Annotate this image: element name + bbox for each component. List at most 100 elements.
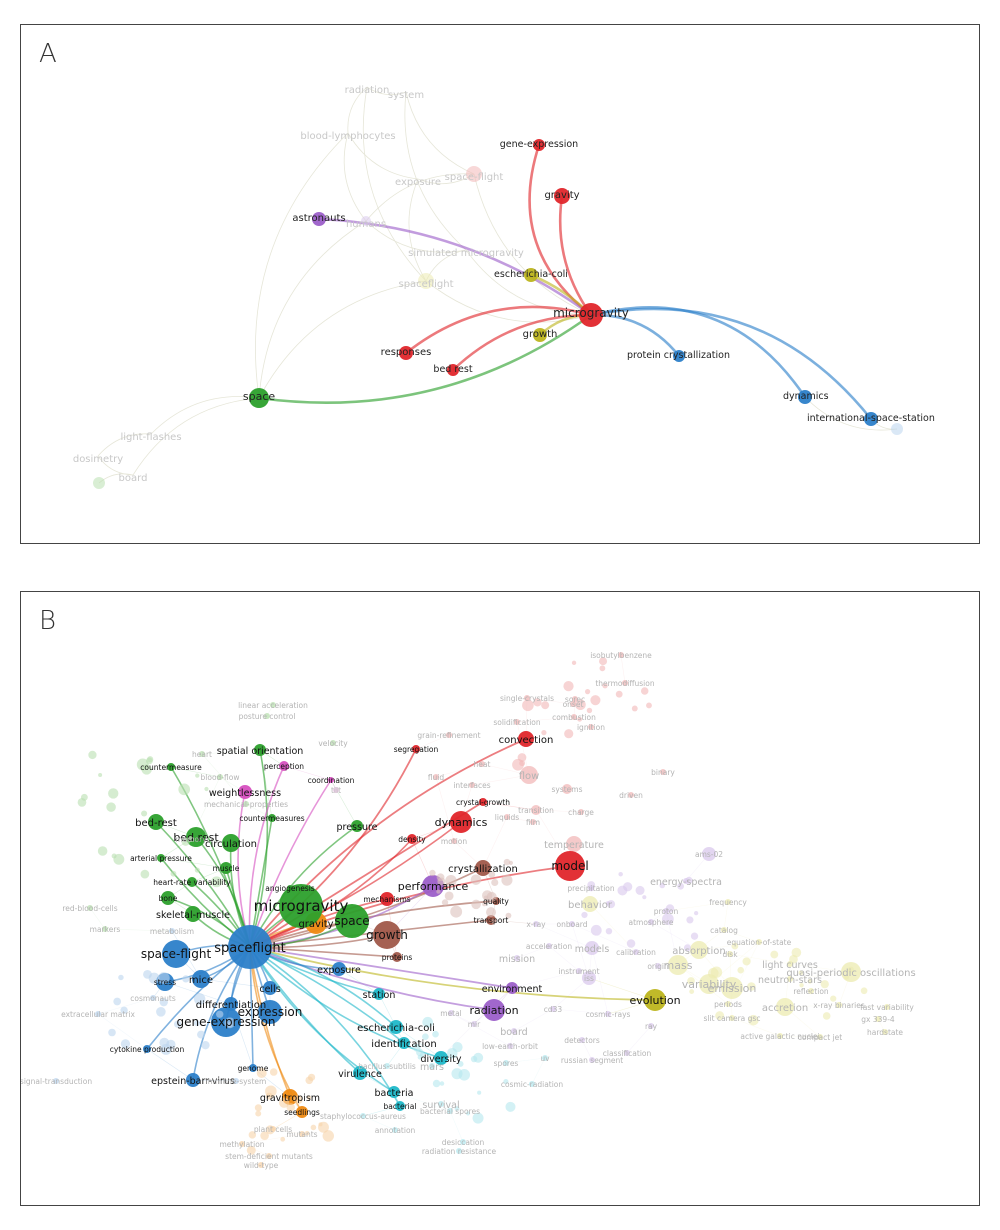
label-spores: spores xyxy=(494,1059,519,1068)
cluster-dot xyxy=(491,919,497,924)
background-link xyxy=(405,91,475,175)
label-velocity: velocity xyxy=(318,739,348,748)
cluster-dot xyxy=(587,881,596,889)
label-weightlessness: weightlessness xyxy=(209,788,281,799)
node-segregation xyxy=(412,745,420,753)
cluster-dot xyxy=(310,1124,317,1131)
cluster-dot xyxy=(830,995,837,1002)
node-metal xyxy=(448,1010,454,1016)
label-cosmic-radiation: cosmic-radiation xyxy=(501,1080,564,1089)
label-plant-cells: plant cells xyxy=(254,1125,292,1134)
label-growth: growth xyxy=(523,329,558,340)
label-motion: motion xyxy=(441,837,468,846)
background-link xyxy=(516,716,575,723)
node-microgravity xyxy=(579,303,603,327)
node-velocity xyxy=(330,740,336,746)
cluster-dot xyxy=(429,869,436,877)
cluster-dot xyxy=(599,665,606,672)
cluster-dot xyxy=(503,1078,509,1085)
node-space xyxy=(249,388,269,408)
node-catalog xyxy=(721,927,727,933)
label-russian-segment: russian segment xyxy=(561,1056,623,1065)
label-blood-lymphocytes: blood-lymphocytes xyxy=(300,131,395,142)
label-environment: environment xyxy=(482,984,543,995)
labels: isobutylbenzene thermodiffusion single-cry… xyxy=(21,651,916,1170)
label-density: density xyxy=(398,835,426,844)
background-link xyxy=(97,1013,148,1050)
label-uv: uv xyxy=(540,1054,550,1063)
background-link xyxy=(104,928,173,932)
cluster-dot xyxy=(120,1006,128,1014)
label-space-flight: space-flight xyxy=(445,172,504,183)
background-link xyxy=(255,132,349,399)
cluster-dot xyxy=(789,954,798,964)
label-angiogenesis: angiogenesis xyxy=(265,884,315,893)
background-link xyxy=(97,997,154,1015)
node-flow xyxy=(520,766,538,784)
edge-quality xyxy=(249,900,497,948)
label-pressure: pressure xyxy=(336,822,377,833)
label-mechanical-properties: mechanical-properties xyxy=(204,800,288,809)
cluster-dot xyxy=(280,1136,286,1142)
cluster-dot xyxy=(635,885,645,895)
node-frequency xyxy=(725,899,731,905)
label-identification: identification xyxy=(371,1039,436,1050)
label-onset: onset xyxy=(563,700,584,709)
background-link xyxy=(473,173,592,316)
label-dynamics: dynamics xyxy=(435,816,488,829)
label-memory: memory xyxy=(175,835,207,844)
label-astronauts: astronauts xyxy=(292,213,345,224)
label-transition: transition xyxy=(518,806,554,815)
label-mir: mir xyxy=(468,1020,481,1029)
cluster-dot xyxy=(471,899,481,910)
node-gravity xyxy=(554,188,570,204)
cluster-dot xyxy=(432,1030,439,1038)
background-link xyxy=(588,977,656,1001)
cluster-dot xyxy=(693,911,699,916)
cluster-dot xyxy=(120,1039,131,1049)
label-periods: periods xyxy=(714,1000,742,1009)
node-bacterial xyxy=(395,1101,405,1111)
node-protein-crystallization xyxy=(673,350,685,362)
node-liquids xyxy=(504,814,510,820)
background-link xyxy=(404,91,467,251)
label-emission: emission xyxy=(708,982,757,995)
background-link xyxy=(526,697,574,705)
node-metabolism xyxy=(169,928,175,934)
label-spaceflight: spaceflight xyxy=(398,279,453,290)
label-proton: proton xyxy=(654,907,679,916)
label-absorption: absorption xyxy=(672,946,725,957)
cluster-dot xyxy=(541,701,550,710)
node-environment xyxy=(506,982,518,994)
cluster-dot xyxy=(822,1012,831,1020)
background-link xyxy=(343,132,367,222)
cluster-dot xyxy=(145,757,153,765)
label-evolution: evolution xyxy=(629,994,680,1007)
label-countermeasure: countermeasure xyxy=(140,763,202,772)
background-link xyxy=(591,947,609,1015)
background-link xyxy=(362,1115,396,1131)
background-link xyxy=(779,1035,821,1038)
label-diversity: diversity xyxy=(421,1054,462,1065)
node-coordination xyxy=(328,777,334,783)
cluster-dot xyxy=(522,699,534,712)
label-signal-transduction: signal-transduction xyxy=(21,1077,92,1086)
label-slit-camera-gsc: slit camera gsc xyxy=(704,1014,761,1023)
node-instrument xyxy=(576,968,582,974)
cluster-dot xyxy=(486,907,497,918)
cluster-dot xyxy=(482,902,487,907)
node-spaceflight xyxy=(228,925,272,969)
node-cosmic-radiation xyxy=(529,1081,535,1087)
label-fluid: fluid xyxy=(428,773,445,782)
node-radiation-resistance xyxy=(456,1148,462,1154)
label-linear-acceleration: linear acceleration xyxy=(238,701,308,710)
background-link xyxy=(366,86,407,96)
background-link xyxy=(393,1091,451,1112)
cluster-dot xyxy=(452,1042,463,1053)
label-driven: driven xyxy=(619,791,643,800)
node-accretion xyxy=(776,998,794,1016)
background-link xyxy=(258,220,367,399)
label-gravity: gravity xyxy=(544,190,579,201)
node-stem-deficient-mutants xyxy=(266,1153,272,1159)
